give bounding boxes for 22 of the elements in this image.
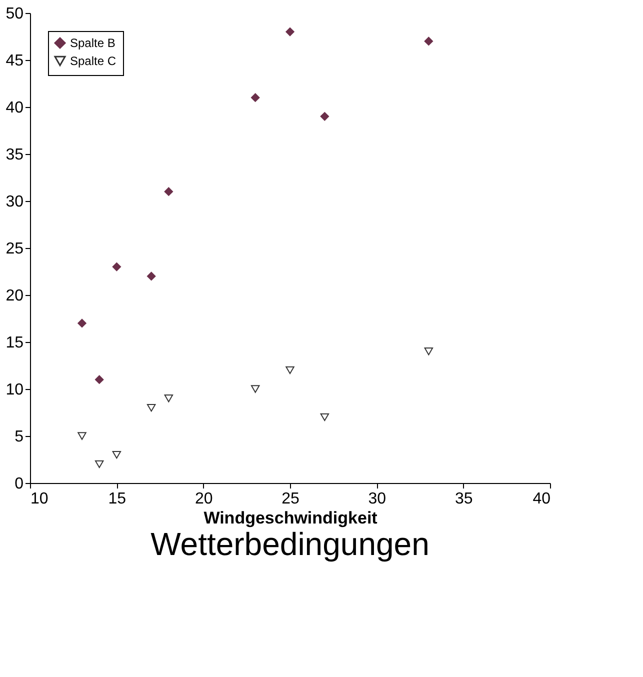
legend-label: Spalte C: [70, 54, 116, 68]
y-tick-label: 20: [6, 288, 24, 304]
y-tick-label: 15: [6, 334, 24, 352]
y-tick-label: 30: [6, 194, 24, 210]
x-tick-label: 40: [532, 490, 551, 508]
y-tick-label: 35: [6, 146, 24, 164]
legend-label: Spalte B: [70, 36, 116, 50]
y-tick-label: 0: [14, 476, 24, 492]
x-axis-title: Windgeschwindigkeit: [204, 508, 378, 528]
y-tick-label: 50: [6, 6, 24, 22]
x-tick-label: 10: [30, 490, 48, 508]
y-tick-label: 40: [6, 100, 24, 116]
y-tick-label: 10: [6, 382, 24, 398]
y-tick-label: 45: [6, 52, 24, 70]
y-tick-label: 5: [14, 428, 24, 446]
x-tick-label: 15: [108, 490, 126, 508]
text: Wetterbedingungen: [150, 526, 430, 562]
x-tick-label: 35: [454, 490, 473, 508]
x-tick-label: 25: [282, 490, 300, 508]
y-tick-label: 25: [6, 240, 24, 258]
x-tick-label: 20: [194, 490, 213, 508]
x-tick-label: 30: [368, 490, 386, 508]
